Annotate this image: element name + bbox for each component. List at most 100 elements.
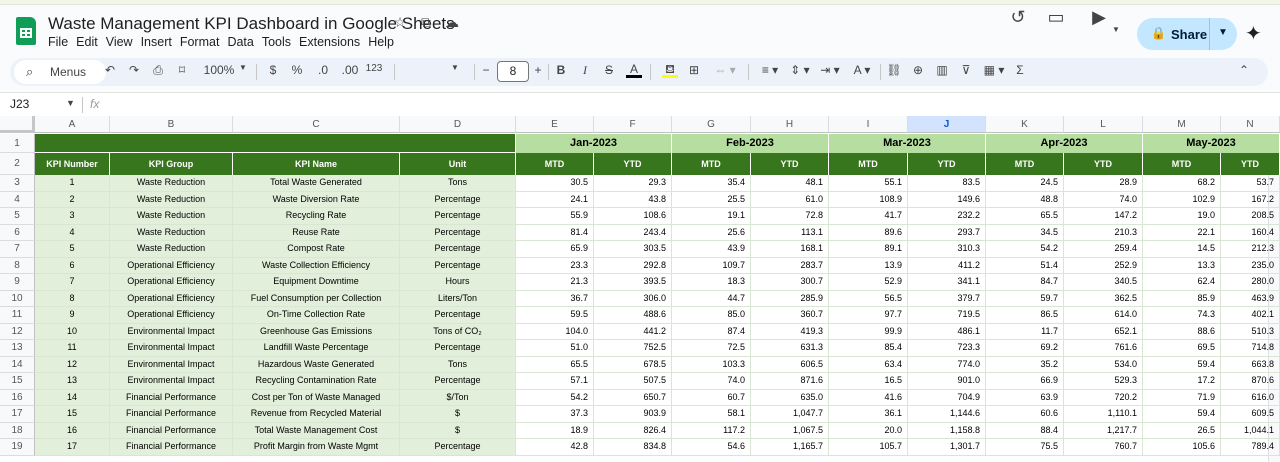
table-cell[interactable]: 441.2 xyxy=(594,323,672,340)
menu-help[interactable]: Help xyxy=(368,35,394,49)
table-cell[interactable]: 54.2 xyxy=(516,389,594,406)
text-color-icon[interactable]: A xyxy=(626,63,642,78)
ytd-header[interactable]: YTD xyxy=(751,153,829,175)
table-cell[interactable]: 243.4 xyxy=(594,224,672,241)
mtd-header[interactable]: MTD xyxy=(829,153,908,175)
table-cell[interactable]: 283.7 xyxy=(751,257,829,274)
table-cell[interactable]: 88.6 xyxy=(1143,323,1221,340)
table-cell[interactable]: 293.7 xyxy=(908,224,986,241)
table-cell[interactable]: 3 xyxy=(35,208,110,225)
row-header[interactable]: 17 xyxy=(0,406,35,423)
table-cell[interactable]: 72.8 xyxy=(751,208,829,225)
table-cell[interactable]: 59.7 xyxy=(986,290,1064,307)
table-cell[interactable]: 43.9 xyxy=(672,241,751,258)
table-cell[interactable]: 108.6 xyxy=(594,208,672,225)
cloud-status-icon[interactable]: ☁ xyxy=(445,14,459,30)
table-cell[interactable]: 51.0 xyxy=(516,340,594,357)
table-cell[interactable]: 24.5 xyxy=(986,175,1064,192)
increase-decimal-button[interactable]: .00 xyxy=(341,63,359,77)
table-cell[interactable]: 232.2 xyxy=(908,208,986,225)
table-cell[interactable]: 30.5 xyxy=(516,175,594,192)
table-cell[interactable]: 704.9 xyxy=(908,389,986,406)
row-header[interactable]: 7 xyxy=(0,241,35,258)
table-cell[interactable]: 870.6 xyxy=(1221,373,1280,390)
column-header-a[interactable]: A xyxy=(35,116,110,133)
column-header-i[interactable]: I xyxy=(829,116,908,133)
move-folder-icon[interactable]: ⧉ xyxy=(421,14,431,30)
table-cell[interactable]: 2 xyxy=(35,191,110,208)
mtd-header[interactable]: MTD xyxy=(986,153,1064,175)
table-cell[interactable]: 259.4 xyxy=(1064,241,1143,258)
paint-format-icon[interactable]: ⌑ xyxy=(178,63,186,77)
table-cell[interactable]: 901.0 xyxy=(908,373,986,390)
table-cell[interactable]: 609.5 xyxy=(1221,406,1280,423)
currency-format-button[interactable]: $ xyxy=(269,63,277,77)
table-cell[interactable]: 14.5 xyxy=(1143,241,1221,258)
font-family-dropdown-icon[interactable]: ▼ xyxy=(451,63,459,72)
table-cell[interactable]: Compost Rate xyxy=(233,241,400,258)
table-cell[interactable]: 10 xyxy=(35,323,110,340)
vertical-align-icon[interactable]: ⇕ ▾ xyxy=(790,63,810,77)
table-cell[interactable]: Financial Performance xyxy=(110,422,233,439)
strikethrough-icon[interactable]: S xyxy=(604,63,613,77)
row-header[interactable]: 19 xyxy=(0,439,35,456)
column-header-l[interactable]: L xyxy=(1064,116,1143,133)
row-header[interactable]: 16 xyxy=(0,389,35,406)
table-cell[interactable]: 160.4 xyxy=(1221,224,1280,241)
table-cell[interactable]: 760.7 xyxy=(1064,439,1143,456)
table-cell[interactable]: 903.9 xyxy=(594,406,672,423)
table-cell[interactable]: 19.1 xyxy=(672,208,751,225)
table-cell[interactable]: 14 xyxy=(35,389,110,406)
table-cell[interactable]: 71.9 xyxy=(1143,389,1221,406)
table-cell[interactable]: Total Waste Management Cost xyxy=(233,422,400,439)
collapse-toolbar-icon[interactable]: ⌃ xyxy=(1238,63,1250,77)
more-formats-button[interactable]: 123 xyxy=(365,63,383,74)
decrease-decimal-button[interactable]: .0 xyxy=(317,63,328,77)
table-cell[interactable]: 9 xyxy=(35,307,110,324)
insert-link-icon[interactable]: ⛓ xyxy=(886,63,902,77)
table-cell[interactable]: 28.9 xyxy=(1064,175,1143,192)
menu-insert[interactable]: Insert xyxy=(140,35,172,49)
table-cell[interactable]: Reuse Rate xyxy=(233,224,400,241)
column-title[interactable]: KPI Group xyxy=(110,153,233,175)
table-cell[interactable]: 379.7 xyxy=(908,290,986,307)
meet-icon[interactable]: ▶ xyxy=(1092,7,1106,27)
table-cell[interactable]: 292.8 xyxy=(594,257,672,274)
table-cell[interactable]: 402.1 xyxy=(1221,307,1280,324)
table-cell[interactable]: Financial Performance xyxy=(110,439,233,456)
table-cell[interactable]: 21.3 xyxy=(516,274,594,291)
table-cell[interactable]: 25.6 xyxy=(672,224,751,241)
table-cell[interactable]: 529.3 xyxy=(1064,373,1143,390)
gemini-spark-icon[interactable]: ✦ xyxy=(1245,23,1262,45)
table-cell[interactable]: 20.0 xyxy=(829,422,908,439)
table-cell[interactable]: 74.0 xyxy=(672,373,751,390)
table-cell[interactable]: 210.3 xyxy=(1064,224,1143,241)
table-cell[interactable]: 18.3 xyxy=(672,274,751,291)
table-cell[interactable]: 16.5 xyxy=(829,373,908,390)
version-history-icon[interactable]: ↺ xyxy=(1010,7,1026,27)
table-cell[interactable]: 108.9 xyxy=(829,191,908,208)
table-cell[interactable]: Operational Efficiency xyxy=(110,274,233,291)
table-cell[interactable]: Cost per Ton of Waste Managed xyxy=(233,389,400,406)
table-cell[interactable]: 99.9 xyxy=(829,323,908,340)
table-cell[interactable]: 1 xyxy=(35,175,110,192)
table-cell[interactable]: Financial Performance xyxy=(110,389,233,406)
menu-format[interactable]: Format xyxy=(179,35,220,49)
table-cell[interactable]: 58.1 xyxy=(672,406,751,423)
row-header[interactable]: 2 xyxy=(0,153,35,175)
menu-extensions[interactable]: Extensions xyxy=(299,35,361,49)
table-cell[interactable]: 1,044.1 xyxy=(1221,422,1280,439)
table-cell[interactable]: 68.2 xyxy=(1143,175,1221,192)
table-cell[interactable]: 631.3 xyxy=(751,340,829,357)
table-cell[interactable]: 16 xyxy=(35,422,110,439)
merge-cells-icon[interactable]: ⇔ ▾ xyxy=(714,63,736,77)
font-size-input[interactable]: 8 xyxy=(497,61,529,82)
sheets-logo-icon[interactable] xyxy=(16,17,36,45)
table-cell[interactable]: 86.5 xyxy=(986,307,1064,324)
table-cell[interactable]: 1,217.7 xyxy=(1064,422,1143,439)
table-cell[interactable]: Waste Reduction xyxy=(110,208,233,225)
table-cell[interactable]: 11 xyxy=(35,340,110,357)
column-header-d[interactable]: D xyxy=(400,116,516,133)
table-cell[interactable]: 614.0 xyxy=(1064,307,1143,324)
undo-icon[interactable]: ↶ xyxy=(104,63,116,77)
